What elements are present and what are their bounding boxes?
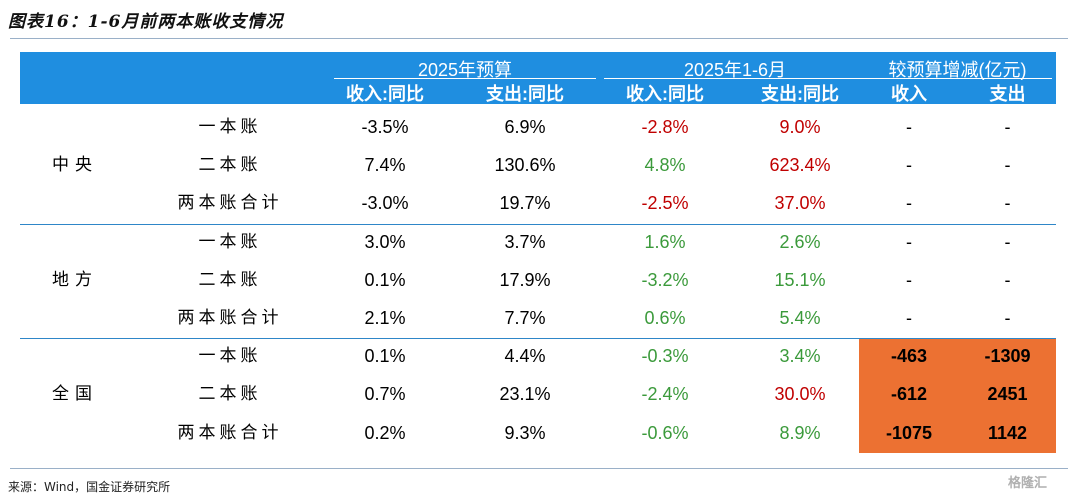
- watermark-logo: 格隆汇: [1008, 476, 1048, 491]
- header-underline-diff: [863, 78, 1052, 79]
- cell-d-exp: 2451: [987, 384, 1028, 405]
- group-label: 中央: [52, 155, 98, 176]
- cell-d-rev: -: [906, 117, 912, 137]
- cell-b-exp: 19.7%: [499, 193, 551, 214]
- cell-b-exp: 130.6%: [494, 155, 556, 176]
- cell-a-rev: -2.8%: [641, 117, 689, 137]
- header-underline-budget: [334, 78, 596, 79]
- cell-b-rev: 3.0%: [364, 231, 406, 252]
- header-group-diff: 较预算增减(亿元): [888, 60, 1027, 80]
- cell-b-exp: 23.1%: [499, 384, 551, 405]
- cell-b-exp: 17.9%: [499, 269, 551, 290]
- cell-b-rev: 0.2%: [364, 422, 406, 443]
- figure-title: 图表16：1-6月前两本账收支情况: [8, 12, 284, 32]
- cell-d-exp: -: [1004, 269, 1011, 290]
- table-row: 二本账 7.4% 130.6% 4.8% 623.4% - -: [20, 146, 1056, 184]
- header-group-actual: 2025年1-6月: [683, 60, 787, 80]
- header-diff-revenue: 收入: [891, 84, 927, 104]
- cell-b-rev: 0.1%: [364, 346, 406, 367]
- highlight-block: [859, 338, 1056, 453]
- cell-d-exp: -: [1004, 155, 1011, 176]
- cell-b-rev: 7.4%: [364, 155, 406, 176]
- cell-label: 两本账合计: [177, 308, 283, 328]
- cell-a-rev: 4.8%: [644, 155, 686, 176]
- cell-d-rev: -1075: [885, 422, 933, 443]
- cell-b-rev: -3.5%: [361, 117, 409, 137]
- cell-d-rev: -: [906, 193, 912, 214]
- cell-label: 一本账: [198, 346, 262, 367]
- cell-label: 二本账: [198, 384, 262, 405]
- cell-d-exp: -1309: [984, 346, 1031, 367]
- source-note: 来源：Wind，国金证券研究所: [8, 480, 171, 494]
- cell-b-exp: 6.9%: [504, 117, 546, 137]
- cell-label: 两本账合计: [177, 422, 283, 443]
- cell-a-exp: 30.0%: [774, 384, 826, 405]
- cell-d-exp: 1142: [987, 422, 1028, 443]
- cell-a-exp: 3.4%: [779, 346, 821, 367]
- table-row: 一本账 -3.5% 6.9% -2.8% 9.0% - -: [20, 108, 1056, 146]
- header-group-budget: 2025年预算: [417, 60, 513, 80]
- cell-label: 二本账: [198, 269, 262, 290]
- table-row: 两本账合计 2.1% 7.7% 0.6% 5.4% - -: [20, 299, 1056, 337]
- cell-a-exp: 5.4%: [779, 308, 821, 328]
- cell-b-exp: 4.4%: [504, 346, 546, 367]
- cell-a-rev: -2.4%: [641, 384, 689, 405]
- header-actual-revenue: 收入:同比: [626, 84, 704, 104]
- table-row: 一本账 0.1% 4.4% -0.3% 3.4% -463 -1309: [20, 337, 1056, 375]
- header-actual-expense: 支出:同比: [761, 84, 839, 104]
- cell-a-exp: 15.1%: [774, 269, 826, 290]
- cell-b-rev: 0.1%: [364, 269, 406, 290]
- footer-rule: [10, 468, 1068, 469]
- cell-b-rev: -3.0%: [361, 193, 409, 214]
- group-label: 全国: [52, 384, 98, 405]
- cell-a-exp: 37.0%: [774, 193, 826, 214]
- group-separator: [20, 223, 1056, 225]
- cell-b-exp: 3.7%: [504, 231, 546, 252]
- table-row: 两本账合计 -3.0% 19.7% -2.5% 37.0% - -: [20, 184, 1056, 222]
- header-diff-expense: 支出: [989, 84, 1026, 104]
- cell-d-rev: -463: [890, 346, 928, 367]
- header-underline-actual: [604, 78, 866, 79]
- title-rule: [10, 38, 1068, 39]
- cell-b-exp: 9.3%: [504, 422, 546, 443]
- cell-a-exp: 2.6%: [779, 231, 821, 252]
- cell-a-exp: 8.9%: [779, 422, 821, 443]
- cell-d-rev: -: [906, 155, 912, 176]
- cell-a-rev: 1.6%: [644, 231, 686, 252]
- cell-label: 一本账: [198, 231, 262, 252]
- cell-d-exp: -: [1004, 193, 1011, 214]
- cell-a-exp: 623.4%: [769, 155, 831, 176]
- table-row: 两本账合计 0.2% 9.3% -0.6% 8.9% -1075 1142: [20, 414, 1056, 452]
- cell-b-rev: 0.7%: [364, 384, 406, 405]
- cell-d-rev: -: [906, 308, 912, 328]
- header-budget-expense: 支出:同比: [486, 84, 564, 104]
- cell-b-rev: 2.1%: [364, 308, 406, 328]
- table-row: 二本账 0.1% 17.9% -3.2% 15.1% - -: [20, 261, 1056, 299]
- cell-d-rev: -612: [890, 384, 928, 405]
- cell-d-exp: -: [1004, 117, 1011, 137]
- table-row: 二本账 0.7% 23.1% -2.4% 30.0% -612 2451: [20, 375, 1056, 413]
- cell-d-rev: -: [906, 269, 912, 290]
- header-budget-revenue: 收入:同比: [346, 84, 424, 104]
- cell-a-rev: -2.5%: [641, 193, 689, 214]
- cell-a-rev: -0.6%: [641, 422, 689, 443]
- cell-a-rev: -3.2%: [641, 269, 689, 290]
- group-separator: [20, 338, 1056, 340]
- cell-label: 一本账: [198, 117, 262, 137]
- cell-label: 二本账: [198, 155, 262, 176]
- cell-a-exp: 9.0%: [779, 117, 821, 137]
- cell-d-rev: -: [906, 231, 912, 252]
- cell-d-exp: -: [1004, 308, 1011, 328]
- cell-a-rev: 0.6%: [644, 308, 686, 328]
- table-header: 2025年预算 2025年1-6月 较预算增减(亿元) 收入:同比 支出:同比 …: [20, 52, 1056, 104]
- table-row: 一本账 3.0% 3.7% 1.6% 2.6% - -: [20, 223, 1056, 261]
- cell-d-exp: -: [1004, 231, 1011, 252]
- cell-b-exp: 7.7%: [504, 308, 546, 328]
- group-label: 地方: [52, 269, 98, 290]
- cell-a-rev: -0.3%: [641, 346, 689, 367]
- cell-label: 两本账合计: [177, 193, 283, 214]
